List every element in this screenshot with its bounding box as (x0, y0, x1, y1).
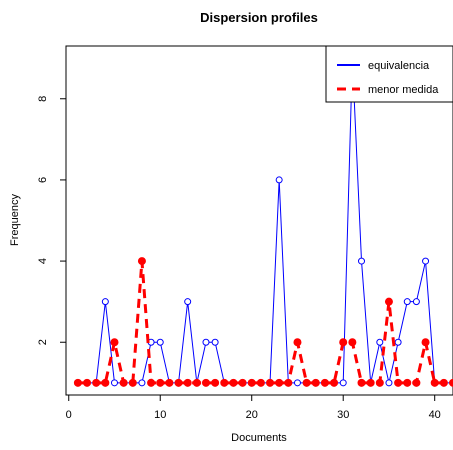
data-point (211, 378, 220, 387)
data-point (174, 378, 183, 387)
data-point (192, 378, 201, 387)
data-point (202, 338, 210, 346)
data-point (119, 378, 128, 387)
data-point (156, 338, 164, 346)
data-point (183, 378, 192, 387)
data-point (201, 378, 210, 387)
y-tick-label: 4 (37, 258, 49, 264)
data-point (275, 176, 283, 184)
series-line-menor-medida (77, 260, 453, 385)
data-point (256, 378, 265, 387)
x-axis-label: Documents (231, 432, 287, 444)
data-point (101, 298, 109, 306)
legend: equivalencia menor medida (325, 45, 453, 103)
data-point (421, 338, 430, 347)
y-tick-label: 8 (37, 96, 49, 102)
x-tick-label: 20 (246, 409, 258, 421)
data-point (165, 378, 174, 387)
x-axis: 0 10 20 30 40 (66, 395, 441, 421)
data-point (375, 378, 384, 387)
data-point (366, 378, 375, 387)
legend-label-equivalencia: equivalencia (368, 60, 430, 72)
data-point (403, 298, 411, 306)
data-point (412, 298, 420, 306)
data-point (311, 378, 320, 387)
series-equivalencia (74, 54, 453, 387)
data-point (138, 379, 146, 387)
y-tick-label: 2 (37, 339, 49, 345)
data-point (238, 378, 247, 387)
y-tick-label: 6 (37, 177, 49, 183)
data-point (422, 257, 430, 265)
data-point (110, 338, 119, 347)
data-point (73, 378, 82, 387)
data-point (376, 338, 384, 346)
data-point (147, 378, 156, 387)
data-point (384, 297, 393, 306)
data-point (358, 257, 366, 265)
legend-label-menor-medida: menor medida (368, 84, 439, 96)
plot-frame (65, 45, 453, 396)
data-point (101, 378, 110, 387)
data-point (348, 338, 357, 347)
legend-box (325, 45, 453, 103)
data-point (403, 378, 412, 387)
data-point (275, 378, 284, 387)
data-point (293, 338, 302, 347)
data-point (137, 257, 146, 266)
data-point (439, 378, 448, 387)
data-point (284, 378, 293, 387)
data-point (339, 338, 348, 347)
data-point (229, 378, 238, 387)
data-point (293, 379, 301, 387)
data-point (357, 378, 366, 387)
data-point (128, 378, 137, 387)
y-axis: 2 4 6 8 (37, 96, 66, 345)
data-point (430, 378, 439, 387)
x-tick-label: 10 (154, 409, 166, 421)
data-point (266, 378, 275, 387)
data-point (412, 378, 421, 387)
series-layer (73, 54, 453, 387)
data-point (211, 338, 219, 346)
chart-title: Dispersion profiles (200, 10, 318, 25)
x-tick-label: 30 (337, 409, 349, 421)
data-point (92, 378, 101, 387)
data-point (320, 378, 329, 387)
data-point (394, 378, 403, 387)
data-point (339, 379, 347, 387)
data-point (302, 378, 311, 387)
data-point (184, 298, 192, 306)
data-point (110, 379, 118, 387)
y-axis-label: Frequency (9, 194, 21, 246)
series-menor-medida (73, 257, 453, 387)
data-point (385, 379, 393, 387)
series-line-equivalencia (77, 58, 453, 384)
data-point (247, 378, 256, 387)
data-point (449, 378, 453, 387)
data-point (220, 378, 229, 387)
data-point (83, 378, 92, 387)
x-tick-label: 40 (429, 409, 441, 421)
data-point (394, 338, 402, 346)
data-point (330, 378, 339, 387)
x-tick-label: 0 (66, 409, 72, 421)
data-point (156, 378, 165, 387)
